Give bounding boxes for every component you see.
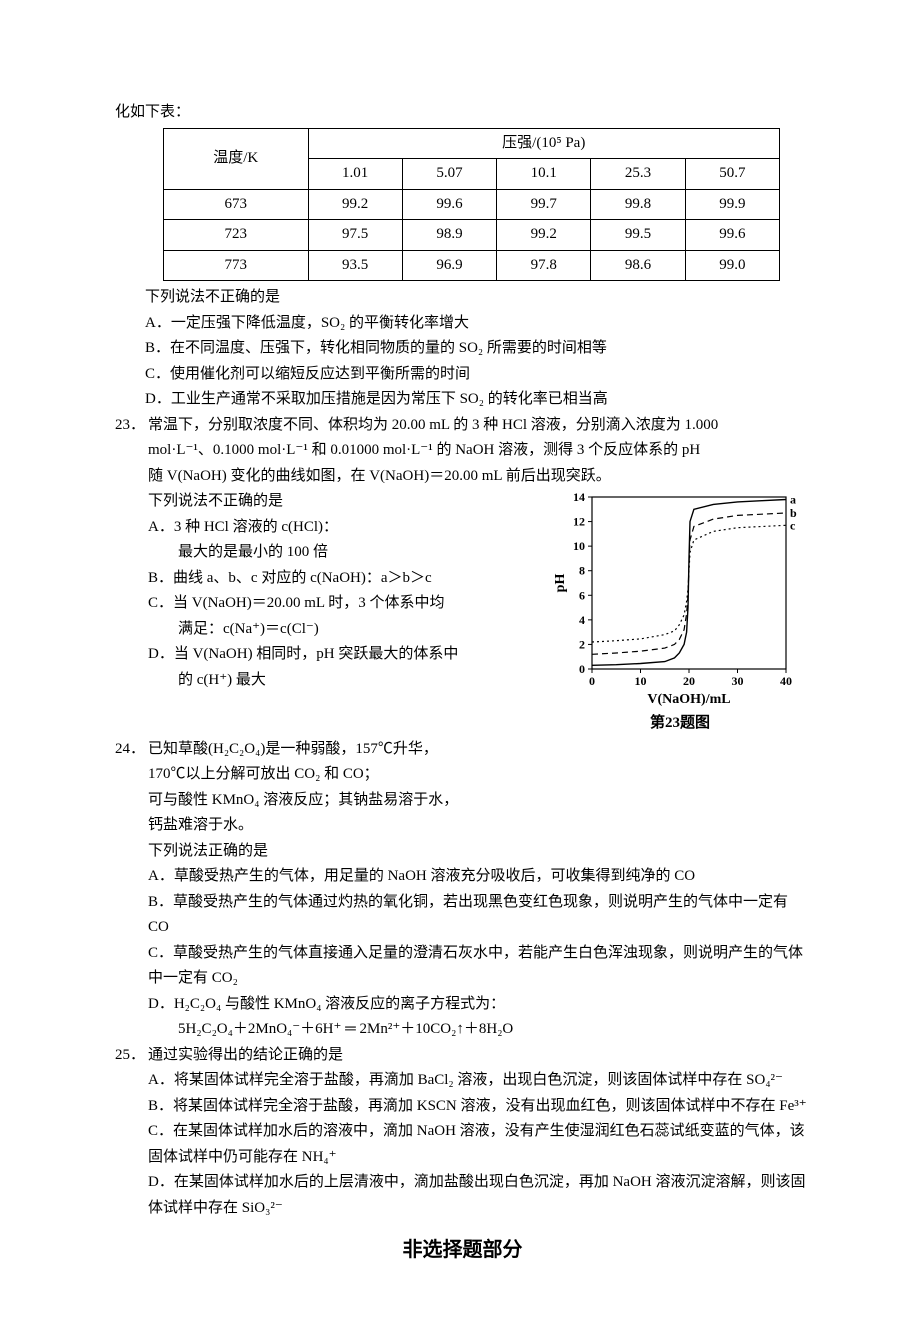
cell: 99.2 xyxy=(308,189,402,220)
cell: 97.5 xyxy=(308,220,402,251)
q25-lead: 通过实验得出的结论正确的是 xyxy=(148,1043,810,1069)
row-header-label: 温度/K xyxy=(164,128,309,189)
q25-opt: B．将某固体试样完全溶于盐酸，再滴加 KSCN 溶液，没有出现血红色，则该固体试… xyxy=(148,1094,810,1120)
q24-opt: D．H₂C₂O₄ 与酸性 KMnO₄ 溶液反应的离子方程式为： xyxy=(148,992,810,1018)
cell: 98.6 xyxy=(591,250,685,281)
q24-stem: 已知草酸(H₂C₂O₄)是一种弱酸，157℃升华， xyxy=(148,737,810,763)
q25-opt: D．在某固体试样加水后的上层清液中，滴加盐酸出现白色沉淀，再加 NaOH 溶液沉… xyxy=(148,1170,810,1221)
section-title: 非选择题部分 xyxy=(115,1233,810,1267)
q24-opt: C．草酸受热产生的气体直接通入足量的澄清石灰水中，若能产生白色浑浊现象，则说明产… xyxy=(148,941,810,992)
q23-stem: 随 V(NaOH) 变化的曲线如图，在 V(NaOH)＝20.00 mL 前后出… xyxy=(148,464,810,490)
col-header: 5.07 xyxy=(402,159,496,190)
q24-opt: A．草酸受热产生的气体，用足量的 NaOH 溶液充分吸收后，可收集得到纯净的 C… xyxy=(148,864,810,890)
col-header: 10.1 xyxy=(497,159,591,190)
data-table-wrap: 温度/K 压强/(10⁵ Pa) 1.01 5.07 10.1 25.3 50.… xyxy=(115,128,810,282)
svg-text:4: 4 xyxy=(579,613,585,627)
q25-opt: C．在某固体试样加水后的溶液中，滴加 NaOH 溶液，没有产生使湿润红色石蕊试纸… xyxy=(148,1119,810,1170)
svg-text:pH: pH xyxy=(553,574,568,593)
row-label: 673 xyxy=(164,189,309,220)
q23-chart-caption: 第23题图 xyxy=(550,711,810,737)
data-table: 温度/K 压强/(10⁵ Pa) 1.01 5.07 10.1 25.3 50.… xyxy=(163,128,780,282)
cell: 99.6 xyxy=(685,220,779,251)
svg-text:30: 30 xyxy=(732,674,744,688)
row-label: 723 xyxy=(164,220,309,251)
svg-text:2: 2 xyxy=(579,637,585,651)
table-row: 723 97.5 98.9 99.2 99.5 99.6 xyxy=(164,220,780,251)
col-group-label: 压强/(10⁵ Pa) xyxy=(308,128,780,159)
cell: 96.9 xyxy=(402,250,496,281)
q23-chart-area: 02468101214010203040V(NaOH)/mLpHabc 第23题… xyxy=(550,489,810,737)
cell: 99.8 xyxy=(591,189,685,220)
svg-text:14: 14 xyxy=(573,490,585,504)
q24-lead: 下列说法正确的是 xyxy=(148,839,810,865)
q23: 23． 常温下，分别取浓度不同、体积均为 20.00 mL 的 3 种 HCl … xyxy=(115,413,810,737)
q24-num: 24． xyxy=(115,737,148,763)
cell: 97.8 xyxy=(497,250,591,281)
q23-opt: A．3 种 HCl 溶液的 c(HCl)： xyxy=(148,515,538,541)
q23-opt: C．当 V(NaOH)＝20.00 mL 时，3 个体系中均 xyxy=(148,591,538,617)
q25-num: 25． xyxy=(115,1043,148,1069)
svg-text:c: c xyxy=(790,518,796,532)
col-header: 50.7 xyxy=(685,159,779,190)
svg-text:0: 0 xyxy=(589,674,595,688)
q23-opt: 最大的是最小的 100 倍 xyxy=(148,540,538,566)
q22-opt: A．一定压强下降低温度，SO₂ 的平衡转化率增大 xyxy=(115,311,810,337)
q23-chart: 02468101214010203040V(NaOH)/mLpHabc xyxy=(550,489,810,709)
col-header: 1.01 xyxy=(308,159,402,190)
q22-fragment-lead: 化如下表： xyxy=(115,100,810,126)
q22-opt: D．工业生产通常不采取加压措施是因为常压下 SO₂ 的转化率已相当高 xyxy=(115,387,810,413)
svg-text:40: 40 xyxy=(780,674,792,688)
svg-text:10: 10 xyxy=(635,674,647,688)
svg-text:V(NaOH)/mL: V(NaOH)/mL xyxy=(647,692,730,707)
q24: 24． 已知草酸(H₂C₂O₄)是一种弱酸，157℃升华， 170℃以上分解可放… xyxy=(115,737,810,1043)
cell: 99.2 xyxy=(497,220,591,251)
svg-text:10: 10 xyxy=(573,539,585,553)
cell: 93.5 xyxy=(308,250,402,281)
q24-stem: 钙盐难溶于水。 xyxy=(148,813,810,839)
q22-lead: 下列说法不正确的是 xyxy=(115,285,810,311)
q25: 25． 通过实验得出的结论正确的是 A．将某固体试样完全溶于盐酸，再滴加 BaC… xyxy=(115,1043,810,1222)
col-header: 25.3 xyxy=(591,159,685,190)
svg-text:20: 20 xyxy=(683,674,695,688)
q23-lead: 下列说法不正确的是 xyxy=(148,489,538,515)
q23-opt: D．当 V(NaOH) 相同时，pH 突跃最大的体系中 xyxy=(148,642,538,668)
q22-opt: B．在不同温度、压强下，转化相同物质的量的 SO₂ 所需要的时间相等 xyxy=(115,336,810,362)
svg-text:a: a xyxy=(790,492,796,506)
cell: 99.7 xyxy=(497,189,591,220)
q23-opt: B．曲线 a、b、c 对应的 c(NaOH)：a＞b＞c xyxy=(148,566,538,592)
q23-stem: mol·L⁻¹、0.1000 mol·L⁻¹ 和 0.01000 mol·L⁻¹… xyxy=(148,438,810,464)
row-label: 773 xyxy=(164,250,309,281)
svg-text:12: 12 xyxy=(573,515,585,529)
q24-stem: 可与酸性 KMnO₄ 溶液反应；其钠盐易溶于水， xyxy=(148,788,810,814)
cell: 99.5 xyxy=(591,220,685,251)
q22-opt: C．使用催化剂可以缩短反应达到平衡所需的时间 xyxy=(115,362,810,388)
q24-opt: B．草酸受热产生的气体通过灼热的氧化铜，若出现黑色变红色现象，则说明产生的气体中… xyxy=(148,890,810,941)
table-row: 673 99.2 99.6 99.7 99.8 99.9 xyxy=(164,189,780,220)
q23-num: 23． xyxy=(115,413,148,439)
svg-text:6: 6 xyxy=(579,588,585,602)
cell: 99.0 xyxy=(685,250,779,281)
svg-text:0: 0 xyxy=(579,662,585,676)
q23-opt: 的 c(H⁺) 最大 xyxy=(148,668,538,694)
cell: 99.6 xyxy=(402,189,496,220)
svg-text:8: 8 xyxy=(579,564,585,578)
cell: 98.9 xyxy=(402,220,496,251)
q23-opt: 满足：c(Na⁺)＝c(Cl⁻) xyxy=(148,617,538,643)
q24-opt: 5H₂C₂O₄＋2MnO₄⁻＋6H⁺ ═ 2Mn²⁺＋10CO₂↑＋8H₂O xyxy=(148,1017,810,1043)
table-row: 773 93.5 96.9 97.8 98.6 99.0 xyxy=(164,250,780,281)
cell: 99.9 xyxy=(685,189,779,220)
q25-opt: A．将某固体试样完全溶于盐酸，再滴加 BaCl₂ 溶液，出现白色沉淀，则该固体试… xyxy=(148,1068,810,1094)
q23-stem: 常温下，分别取浓度不同、体积均为 20.00 mL 的 3 种 HCl 溶液，分… xyxy=(148,413,810,439)
q24-stem: 170℃以上分解可放出 CO₂ 和 CO； xyxy=(148,762,810,788)
